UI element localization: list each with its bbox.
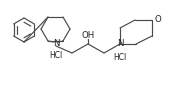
Text: HCl: HCl <box>49 52 63 61</box>
Text: N: N <box>53 39 59 48</box>
Text: O: O <box>155 15 161 24</box>
Text: HCl: HCl <box>113 53 127 61</box>
Text: OH: OH <box>81 31 95 40</box>
Text: N: N <box>117 39 123 48</box>
